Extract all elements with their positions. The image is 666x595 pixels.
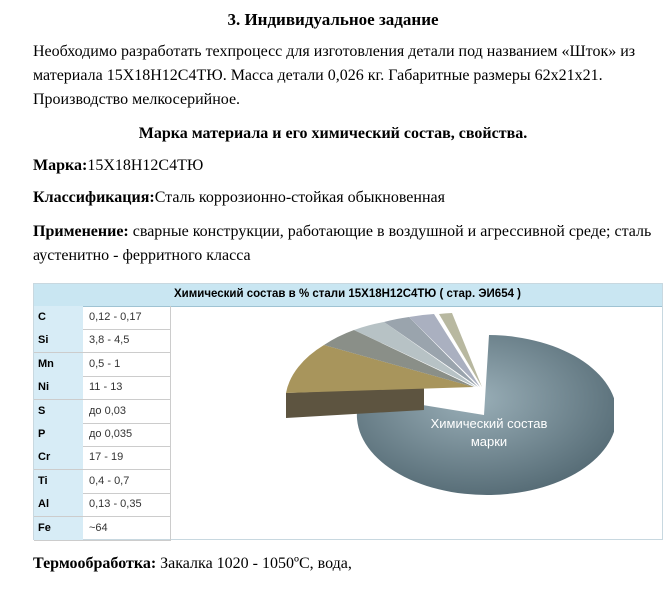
section-title: 3. Индивидуальное задание [227, 10, 439, 29]
element-symbol: Mn [34, 352, 83, 376]
table-row: Si 3,8 - 4,5 [34, 329, 171, 354]
table-row: C 0,12 - 0,17 [34, 306, 171, 330]
element-content: до 0,03 [84, 399, 171, 423]
element-symbol: Al [34, 493, 83, 517]
intro-paragraph: Необходимо разработать техпроцесс для из… [33, 43, 636, 108]
pie-label: Химический состав [431, 416, 548, 431]
element-content: до 0,035 [84, 423, 171, 446]
table-row: Fe ~64 [34, 516, 171, 541]
table-row: Mn 0,5 - 1 [34, 352, 171, 377]
pie-label: марки [471, 434, 507, 449]
element-content: 0,12 - 0,17 [84, 306, 171, 329]
table-row: Al 0,13 - 0,35 [34, 493, 171, 518]
element-symbol: Ti [34, 469, 83, 493]
element-content: 3,8 - 4,5 [84, 329, 171, 353]
field-application: Применение: сварные конструкции, работаю… [33, 223, 652, 264]
element-content: 0,13 - 0,35 [84, 493, 171, 517]
table-row: Cr 17 - 19 [34, 446, 171, 471]
field-classification: Классификация:Сталь коррозионно-стойкая … [33, 189, 445, 206]
element-symbol: C [34, 306, 83, 329]
element-content: 0,4 - 0,7 [84, 469, 171, 493]
element-content: 17 - 19 [84, 446, 171, 470]
element-content: 11 - 13 [84, 376, 171, 400]
field-heat-treatment: Термообработка: Закалка 1020 - 1050ºC, в… [33, 555, 352, 572]
element-symbol: Ni [34, 376, 83, 400]
composition-table: Химический состав в % стали 15Х18Н12С4ТЮ… [33, 283, 663, 541]
element-content: 0,5 - 1 [84, 352, 171, 376]
composition-pie-image: Химический состав марки [286, 313, 614, 495]
element-symbol: Fe [34, 516, 83, 540]
subtitle: Марка материала и его химический состав,… [138, 125, 528, 142]
element-symbol: P [34, 423, 83, 446]
element-symbol: Si [34, 329, 83, 353]
element-content: ~64 [84, 516, 171, 540]
table-row: Ni 11 - 13 [34, 376, 171, 401]
table-header: Химический состав в % стали 15Х18Н12С4ТЮ… [34, 284, 662, 307]
element-symbol: Cr [34, 446, 83, 470]
table-row: Ti 0,4 - 0,7 [34, 469, 171, 494]
element-symbol: S [34, 399, 83, 423]
field-grade: Марка:15Х18Н12С4ТЮ [33, 157, 204, 174]
